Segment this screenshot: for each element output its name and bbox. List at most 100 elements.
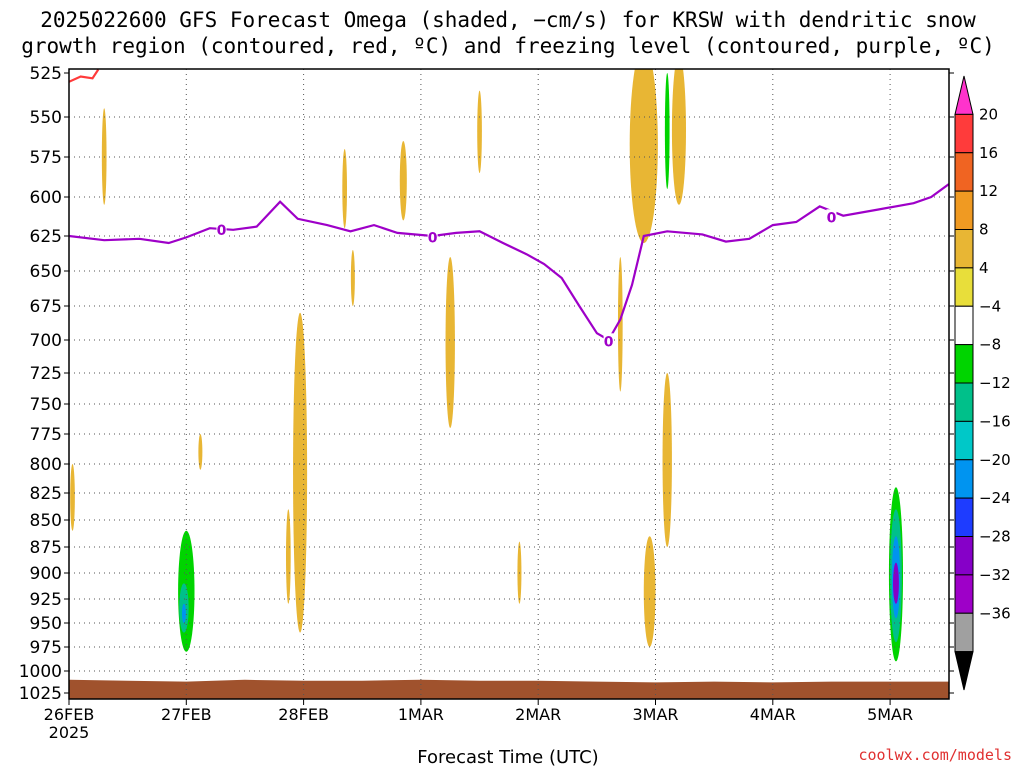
dgz-contour-line [69, 69, 100, 83]
colorbar-label-13: −36 [979, 604, 1011, 622]
colorbar-swatch-8 [954, 382, 974, 422]
omega-region-16 [507, 81, 518, 272]
colorbar-label-0: 20 [979, 105, 998, 123]
colorbar-label-12: −32 [979, 566, 1011, 584]
y-axis-ticks: 525 550 575 600 625 650 675 700 725 750 775 800 825 8… [19, 64, 954, 704]
colorbar-label-1: 16 [979, 144, 998, 162]
y-tick-label-900: 900 [30, 564, 62, 584]
omega-region-23 [810, 236, 818, 306]
colorbar-label-3: 8 [979, 221, 989, 239]
freezing-level-label-3: 0 [827, 210, 837, 226]
y-tick-label-750: 750 [30, 395, 62, 415]
omega-region-28 [629, 69, 658, 243]
colorbar-swatch-7 [954, 344, 974, 384]
omega-region-27 [286, 509, 291, 604]
x-tick-label-5: 3MAR [632, 705, 678, 724]
y-tick-label-825: 825 [30, 484, 62, 504]
colorbar-label-7: −12 [979, 374, 1011, 392]
y-tick-label-700: 700 [30, 331, 62, 351]
terrain-fill [69, 679, 949, 699]
omega-region-25 [90, 220, 95, 264]
omega-region-30 [643, 536, 656, 647]
x-axis-label: Forecast Time (UTC) [417, 747, 598, 768]
grid-layer [69, 69, 949, 699]
y-tick-label-575: 575 [30, 148, 62, 168]
colorbar-swatch-2 [954, 152, 974, 192]
y-tick-label-850: 850 [30, 511, 62, 531]
y-tick-label-1025: 1025 [19, 684, 62, 704]
y-tick-label-925: 925 [30, 590, 62, 610]
colorbar-label-5: −4 [979, 297, 1001, 315]
omega-region-9 [868, 536, 888, 647]
omega-region-11 [411, 567, 424, 667]
omega-region-22 [763, 238, 771, 317]
colorbar-label-6: −8 [979, 336, 1001, 354]
omega-region-14 [551, 299, 559, 531]
colorbar-swatch-14 [954, 612, 974, 653]
freezing-level-line [69, 183, 949, 342]
colorbar-swatch-13 [954, 574, 974, 614]
y-tick-label-875: 875 [30, 538, 62, 558]
omega-shading-layer [70, 69, 906, 680]
omega-region-19 [282, 73, 290, 189]
freezing-level-label-bg-2 [603, 333, 614, 349]
colorbar-label-2: 12 [979, 182, 998, 200]
freezing-level-label-2: 0 [604, 334, 614, 350]
omega-region-26 [293, 312, 308, 633]
freezing-level-label-1: 0 [428, 230, 438, 246]
omega-region-32 [445, 257, 455, 428]
omega-region-18 [483, 220, 488, 347]
colorbar-swatch-3 [954, 190, 974, 230]
omega-region-36 [342, 149, 348, 229]
colorbar: 20 16 12 8 4 −4 −8 −12 −16 −20 −24 −28 −32 −36 [954, 75, 1011, 691]
x-tick-label-4: 2MAR [515, 705, 561, 724]
colorbar-label-10: −24 [979, 489, 1011, 507]
y-tick-label-800: 800 [30, 455, 62, 475]
omega-region-38 [350, 250, 355, 306]
chart-title-line-2: growth region (contoured, red, ºC) and f… [21, 34, 995, 58]
terrain-layer [69, 679, 949, 699]
y-tick-label-550: 550 [30, 108, 62, 128]
omega-region-21 [664, 73, 670, 189]
omega-region-37 [477, 90, 482, 173]
omega-region-13 [552, 108, 567, 334]
colorbar-swatch-12 [954, 536, 974, 576]
colorbar-label-11: −28 [979, 528, 1011, 546]
omega-region-3 [181, 603, 186, 624]
omega-region-10 [777, 541, 792, 643]
y-tick-label-600: 600 [30, 188, 62, 208]
x-tick-label-0: 26FEB [44, 705, 95, 724]
contour-layer: 0 0 0 0 [69, 69, 949, 350]
colorbar-swatch-9 [954, 420, 974, 461]
credit-text: coolwx.com/models [858, 746, 1012, 764]
omega-region-12 [572, 117, 587, 440]
omega-region-15 [490, 81, 505, 327]
freezing-level-label-0: 0 [217, 223, 227, 239]
x-tick-label-7: 5MAR [867, 705, 913, 724]
y-tick-label-625: 625 [30, 227, 62, 247]
omega-region-40 [70, 464, 75, 531]
freezing-level-label-bg-1 [427, 229, 438, 245]
x-tick-label-3: 1MAR [398, 705, 444, 724]
x-tick-label-6: 4MAR [750, 705, 796, 724]
colorbar-label-4: 4 [979, 259, 989, 277]
omega-region-35 [399, 141, 407, 221]
colorbar-swatch-1 [954, 113, 974, 154]
colorbar-swatch-4 [954, 229, 974, 269]
y-tick-label-1000: 1000 [19, 662, 62, 682]
omega-region-41 [198, 434, 203, 470]
colorbar-swatch-11 [954, 497, 974, 537]
omega-region-33 [617, 257, 623, 392]
colorbar-label-9: −20 [979, 451, 1011, 469]
y-tick-label-525: 525 [30, 64, 62, 84]
chart-title-line-1: 2025022600 GFS Forecast Omega (shaded, −… [40, 8, 976, 32]
omega-region-17 [522, 149, 530, 271]
y-tick-label-725: 725 [30, 364, 62, 384]
y-tick-label-650: 650 [30, 262, 62, 282]
x-tick-label-1: 27FEB [161, 705, 212, 724]
omega-region-29 [671, 69, 686, 205]
x-tick-label-2: 28FEB [278, 705, 329, 724]
plot-frame [68, 68, 950, 700]
